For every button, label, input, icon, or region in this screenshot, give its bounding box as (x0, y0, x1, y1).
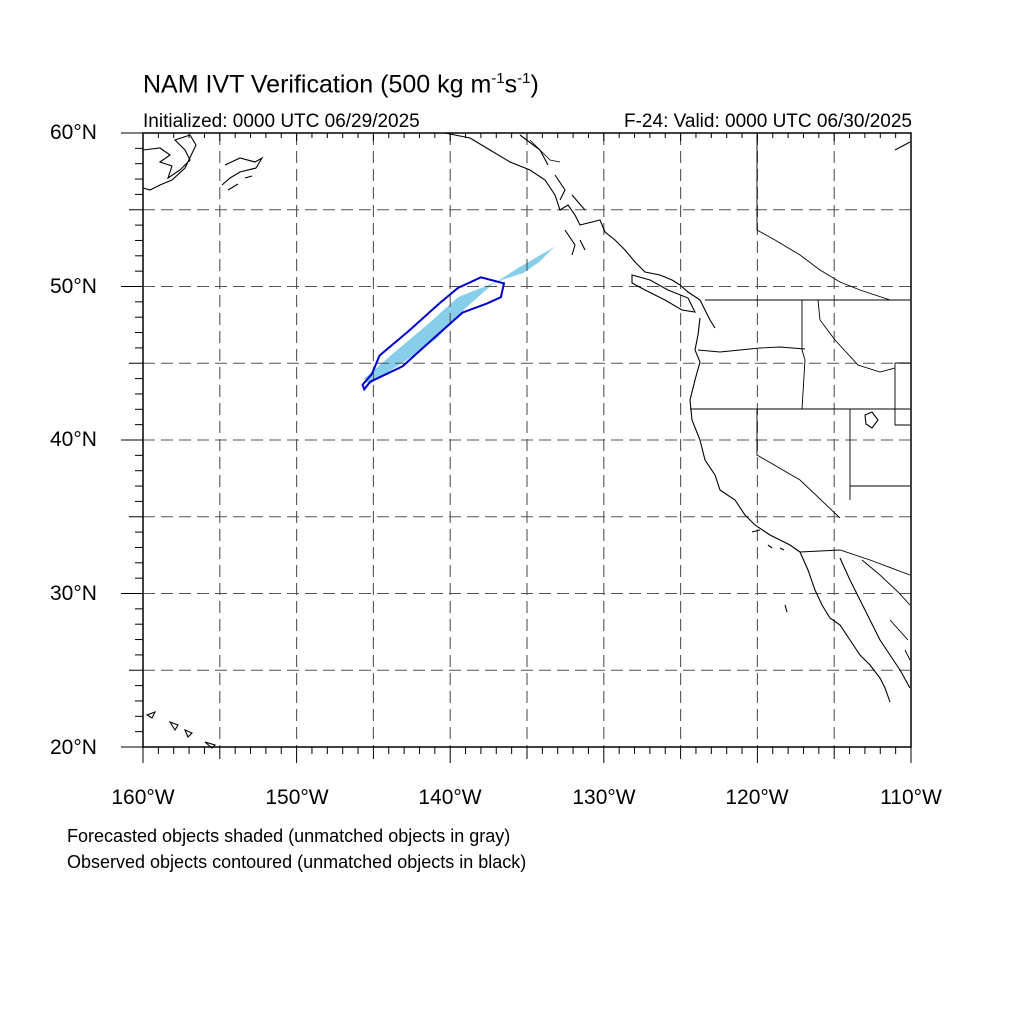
title-text-end: ) (530, 70, 539, 99)
forecast-object-layer (364, 246, 555, 385)
gulf-of-california-coast (839, 557, 911, 689)
alaska-coastline (142, 134, 197, 191)
great-lakes-edge (894, 141, 911, 151)
lon-label-150w: 150°W (265, 786, 329, 809)
lon-label-160w: 160°W (111, 786, 175, 809)
northern-boundary-line (529, 139, 561, 163)
vancouver-island (631, 274, 696, 313)
basemap-lines (142, 132, 911, 749)
idaho-boundary (801, 300, 806, 410)
lat-label-30: 30°N (50, 582, 97, 605)
grid-layer (143, 133, 911, 747)
great-salt-lake (864, 411, 879, 429)
tick-layer (121, 132, 912, 763)
lon-label-110w: 110°W (880, 786, 942, 809)
forecast-ivt-object (364, 246, 555, 385)
lat-label-50: 50°N (50, 275, 97, 298)
title-exponent-1: -1 (491, 70, 505, 87)
observed-ivt-contour (361, 276, 506, 392)
alaska-islands (221, 156, 264, 191)
observed-object-layer (361, 276, 506, 392)
lat-label-40: 40°N (50, 428, 97, 451)
map-title: NAM IVT Verification (500 kg m-1s-1) (143, 70, 539, 99)
us-west-coastline (689, 317, 801, 553)
canada-alaska-border (756, 133, 891, 301)
valid-time: F-24: Valid: 0000 UTC 06/30/2025 (624, 111, 912, 132)
wyoming-box (894, 362, 910, 426)
mexico-mainland-coast (861, 559, 911, 661)
lat-label-60: 60°N (50, 121, 97, 144)
alaska-panhandle-coastline (444, 132, 716, 329)
observed-caption: Observed objects contoured (unmatched ob… (67, 852, 527, 872)
us-mexico-border (799, 549, 911, 576)
title-text-s: s (504, 70, 518, 99)
lon-label-140w: 140°W (418, 786, 482, 809)
lon-label-120w: 120°W (725, 786, 789, 809)
initialized-time: Initialized: 0000 UTC 06/29/2025 (143, 111, 420, 132)
channel-islands (751, 529, 788, 613)
montana-border (817, 299, 896, 373)
title-exponent-2: -1 (517, 70, 531, 87)
baja-peninsula (799, 551, 891, 703)
washington-oregon-border (697, 346, 806, 353)
lon-label-130w: 130°W (572, 786, 636, 809)
title-text: NAM IVT Verification (500 kg m (143, 70, 492, 99)
california-nevada-border (756, 409, 841, 519)
lat-label-20: 20°N (50, 736, 97, 759)
alaska-coast-inlets (519, 134, 586, 256)
hawaii-islands (145, 710, 217, 749)
forecast-caption: Forecasted objects shaded (unmatched obj… (67, 826, 511, 846)
